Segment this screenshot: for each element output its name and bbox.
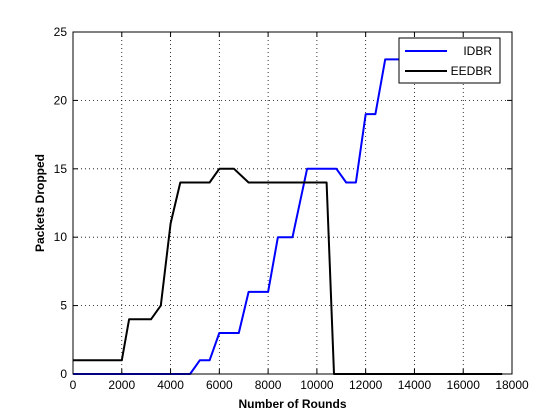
y-tick-label: 20 [54, 93, 68, 107]
y-axis-label: Packets Dropped [33, 154, 47, 252]
x-tick-label: 10000 [300, 378, 334, 392]
x-tick-label: 4000 [157, 378, 184, 392]
y-tick-label: 15 [54, 162, 68, 176]
grid [73, 32, 512, 374]
legend-box [398, 37, 501, 84]
legend-label-idbr: IDBR [463, 44, 492, 58]
x-tick-label: 18000 [495, 378, 529, 392]
x-tick-label: 2000 [108, 378, 135, 392]
x-tick-label: 6000 [206, 378, 233, 392]
x-tick-label: 0 [70, 378, 77, 392]
series-lines [73, 58, 503, 375]
x-tick-label: 12000 [349, 378, 383, 392]
x-axis-label: Number of Rounds [239, 397, 347, 411]
legend: IDBR EEDBR [398, 37, 501, 84]
x-tick-label: 14000 [398, 378, 432, 392]
x-tick-label: 16000 [447, 378, 481, 392]
y-tick-label: 10 [54, 230, 68, 244]
series-line-idbr [73, 58, 403, 375]
y-tick-label: 5 [60, 299, 67, 313]
axis-ticks: 0 2000 4000 6000 8000 10000 12000 14000 16000 180… [54, 25, 529, 392]
legend-label-eedbr: EEDBR [451, 64, 493, 78]
y-tick-label: 25 [54, 25, 68, 39]
x-tick-label: 8000 [255, 378, 282, 392]
plot-frame [72, 31, 513, 375]
y-tick-label: 0 [60, 367, 67, 381]
series-line-eedbr [73, 167, 503, 375]
